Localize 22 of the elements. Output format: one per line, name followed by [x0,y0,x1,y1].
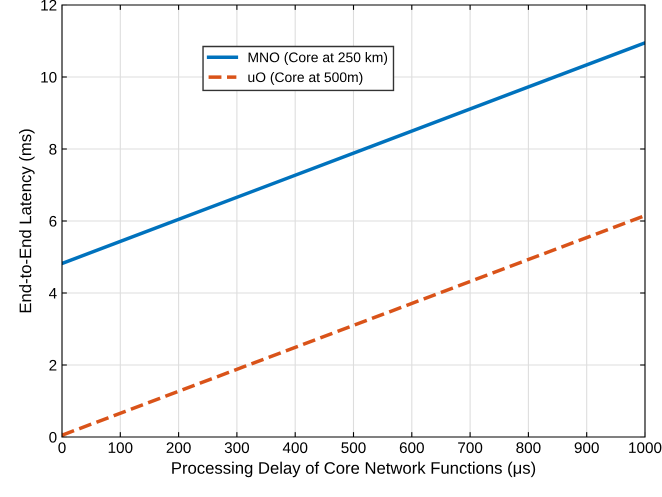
x-tick-label: 200 [166,442,191,454]
y-tick-label: 10 [41,72,57,83]
legend-label: uO (Core at 500m) [248,72,362,85]
x-tick-label: 600 [400,442,424,454]
x-tick-label: 300 [224,442,250,454]
x-tick-label: 0 [58,442,66,454]
x-tick-label: 500 [341,442,366,454]
legend-label: MNO (Core at 250 km) [248,52,388,65]
x-tick-label: 800 [516,442,541,454]
y-tick-label: 8 [49,144,56,155]
y-axis-title: End-to-End Latency (ms) [19,129,35,312]
x-tick-label: 100 [108,442,132,454]
y-tick-label: 12 [41,0,56,11]
y-tick-label: 2 [49,360,56,371]
x-tick-label: 900 [574,442,599,454]
y-tick-label: 0 [49,432,57,443]
x-tick-label: 400 [282,442,308,454]
x-tick-label: 700 [458,442,482,454]
y-tick-label: 6 [49,216,56,227]
y-tick-label: 4 [48,288,57,299]
x-tick-label: 1000 [629,442,662,454]
x-axis-title: Processing Delay of Core Network Functions (μs) [172,462,536,478]
